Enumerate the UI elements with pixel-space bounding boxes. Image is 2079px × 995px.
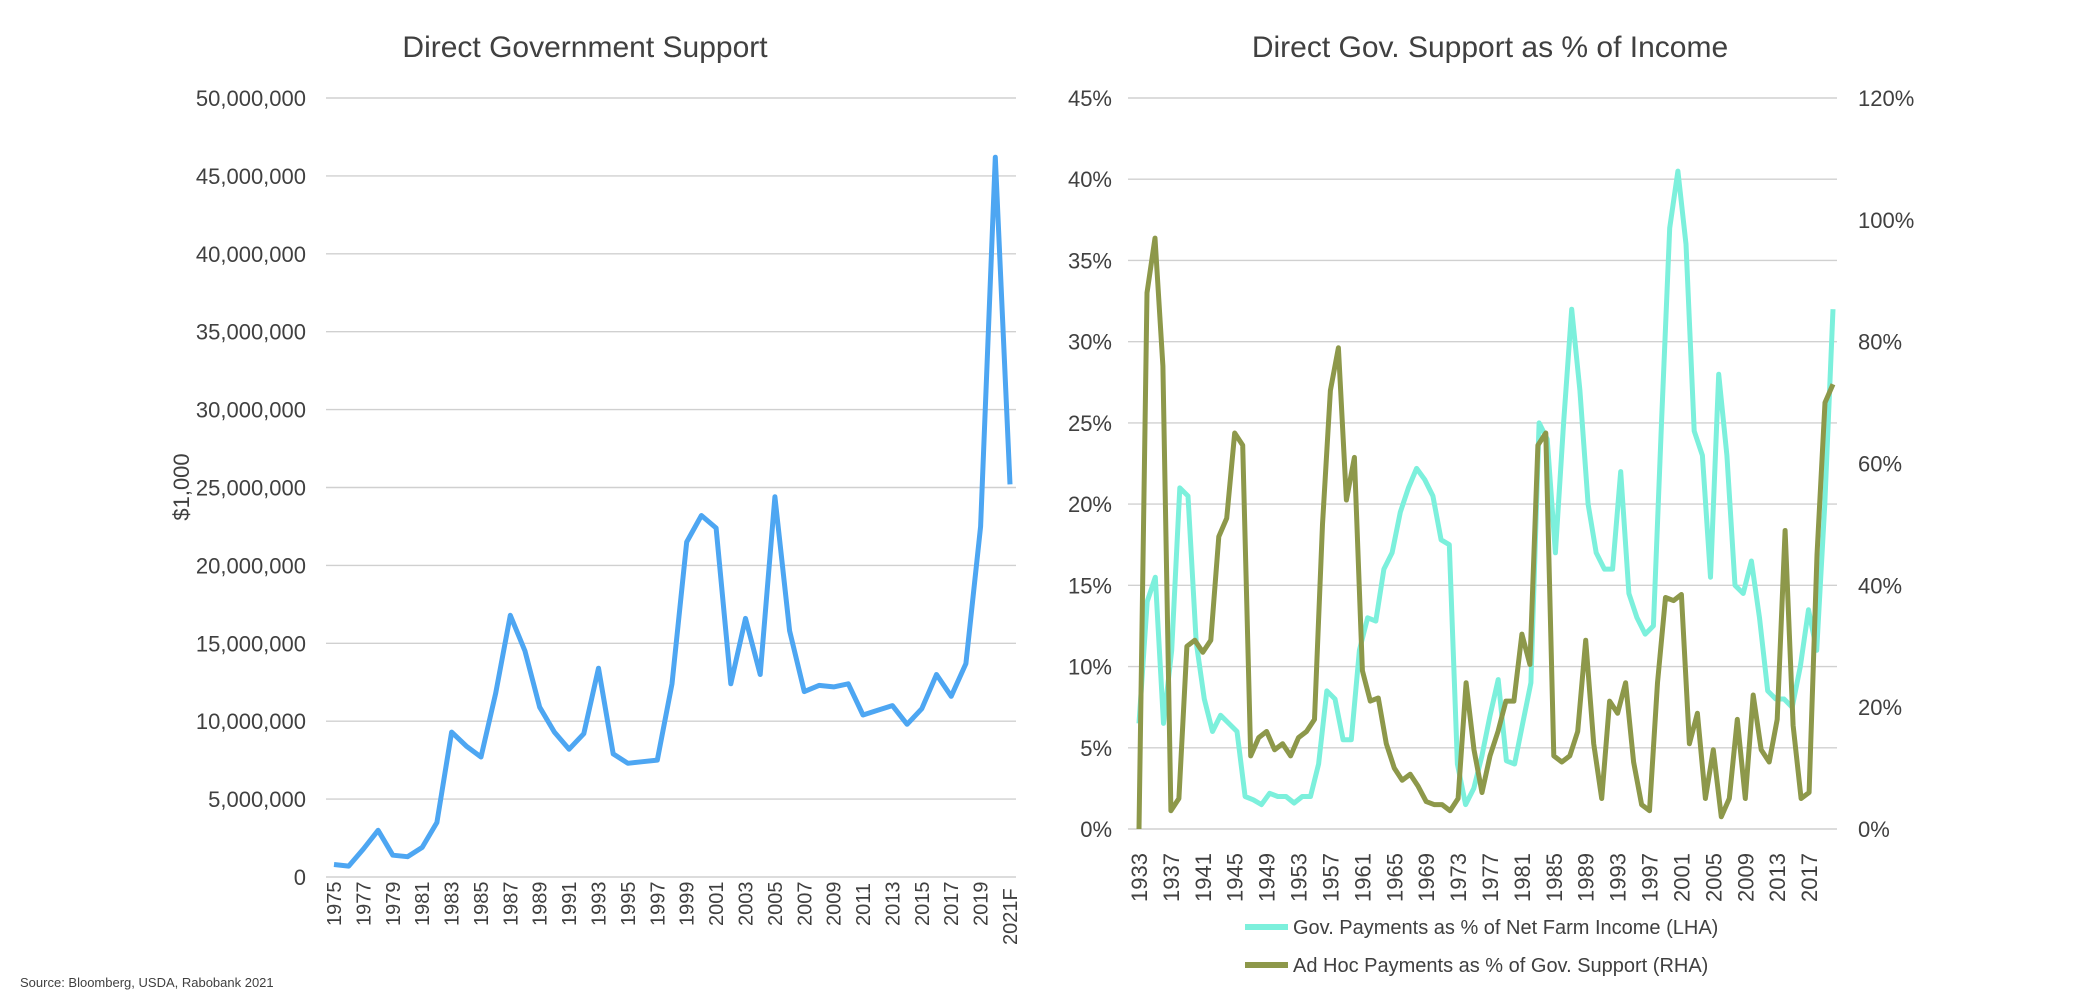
right-left-y-tick-label: 30% bbox=[1068, 330, 1112, 355]
right-x-tick-label: 1969 bbox=[1414, 853, 1439, 902]
right-left-y-tick-label: 20% bbox=[1068, 492, 1112, 517]
left-y-tick-labels: 0 5,000,000 10,000,000 15,000,000 20,000,000… bbox=[196, 86, 306, 890]
right-left-y-tick-label: 15% bbox=[1068, 573, 1112, 598]
left-x-tick-label: 2009 bbox=[824, 882, 846, 927]
right-x-tick-label: 1945 bbox=[1223, 853, 1248, 902]
left-y-tick-label: 20,000,000 bbox=[196, 553, 306, 578]
right-x-tick-label: 1961 bbox=[1350, 853, 1375, 902]
right-x-tick-label: 2013 bbox=[1765, 853, 1790, 902]
right-x-tick-label: 1993 bbox=[1606, 853, 1631, 902]
right-x-tick-label: 2009 bbox=[1733, 853, 1758, 902]
right-right-y-tick-label: 100% bbox=[1858, 208, 1914, 233]
left-x-tick-label: 2011 bbox=[853, 883, 875, 926]
left-x-tick-label: 1987 bbox=[500, 882, 522, 927]
right-left-y-tick-label: 0% bbox=[1080, 817, 1112, 842]
left-chart: Direct Government Support $1,000 0 5,000,… bbox=[169, 31, 1022, 945]
left-x-tick-labels: 1975 1977 1979 1981 1983 1985 1987 1989 1991 1993… bbox=[324, 882, 1022, 946]
left-series-group bbox=[333, 154, 1013, 869]
right-series-group bbox=[1136, 168, 1836, 830]
left-x-tick-label: 1977 bbox=[353, 882, 375, 927]
left-x-tick-label: 2019 bbox=[971, 882, 993, 927]
right-x-tick-label: 1997 bbox=[1638, 853, 1663, 902]
left-y-tick-label: 50,000,000 bbox=[196, 86, 306, 111]
left-x-tick-label: 1993 bbox=[589, 882, 611, 927]
legend: Gov. Payments as % of Net Farm Income (L… bbox=[1245, 917, 1718, 977]
left-x-tick-label: 1981 bbox=[412, 882, 434, 927]
right-x-tick-label: 1957 bbox=[1318, 853, 1343, 902]
left-x-tick-label: 2021F bbox=[1000, 888, 1022, 945]
right-x-tick-labels: 1933 1937 1941 1945 1949 1953 1957 1961 1965 1969… bbox=[1127, 853, 1822, 902]
left-series-line bbox=[333, 154, 1013, 869]
right-x-tick-label: 1977 bbox=[1478, 853, 1503, 902]
right-x-tick-label: 2017 bbox=[1797, 853, 1822, 902]
legend-label-lha: Gov. Payments as % of Net Farm Income (L… bbox=[1293, 917, 1718, 939]
right-right-y-tick-label: 80% bbox=[1858, 330, 1902, 355]
right-left-y-tick-label: 45% bbox=[1068, 86, 1112, 111]
left-gridlines bbox=[326, 97, 1016, 878]
left-y-tick-label: 45,000,000 bbox=[196, 164, 306, 189]
right-x-tick-label: 1941 bbox=[1191, 853, 1216, 902]
right-chart: Direct Gov. Support as % of Income 0% 5% 1… bbox=[1068, 31, 1914, 977]
left-y-tick-label: 40,000,000 bbox=[196, 242, 306, 267]
right-right-y-tick-label: 0% bbox=[1858, 817, 1890, 842]
right-x-tick-label: 2001 bbox=[1669, 853, 1694, 902]
right-right-y-tick-label: 60% bbox=[1858, 452, 1902, 477]
right-left-y-tick-labels: 0% 5% 10% 15% 20% 25% 30% 35% 40% 45% bbox=[1068, 86, 1112, 842]
left-x-tick-label: 2003 bbox=[735, 882, 757, 927]
right-x-tick-label: 1981 bbox=[1510, 853, 1535, 902]
right-right-y-tick-label: 40% bbox=[1858, 573, 1902, 598]
left-y-tick-label: 35,000,000 bbox=[196, 320, 306, 345]
left-y-tick-label: 10,000,000 bbox=[196, 709, 306, 734]
left-x-tick-label: 1999 bbox=[677, 882, 699, 927]
series-line-lha bbox=[1136, 168, 1836, 808]
right-x-tick-label: 1937 bbox=[1159, 853, 1184, 902]
left-x-tick-label: 1991 bbox=[559, 882, 581, 927]
right-x-tick-label: 1973 bbox=[1446, 853, 1471, 902]
right-left-y-tick-label: 5% bbox=[1080, 736, 1112, 761]
source-note: Source: Bloomberg, USDA, Rabobank 2021 bbox=[20, 975, 274, 990]
left-x-tick-label: 2007 bbox=[794, 882, 816, 927]
left-x-tick-label: 2005 bbox=[765, 882, 787, 927]
right-left-y-tick-label: 25% bbox=[1068, 411, 1112, 436]
left-x-tick-label: 2001 bbox=[706, 882, 728, 927]
right-x-tick-label: 1949 bbox=[1255, 853, 1280, 902]
left-y-axis-label: $1,000 bbox=[169, 453, 194, 520]
right-x-tick-label: 1989 bbox=[1574, 853, 1599, 902]
left-chart-title: Direct Government Support bbox=[402, 31, 768, 64]
left-x-tick-label: 1985 bbox=[471, 882, 493, 927]
right-left-y-tick-label: 40% bbox=[1068, 167, 1112, 192]
left-y-tick-label: 0 bbox=[294, 865, 306, 890]
left-x-tick-label: 1989 bbox=[530, 882, 552, 927]
right-x-tick-label: 1985 bbox=[1542, 853, 1567, 902]
right-x-tick-label: 1933 bbox=[1127, 853, 1152, 902]
right-left-y-tick-label: 10% bbox=[1068, 655, 1112, 680]
left-y-tick-label: 25,000,000 bbox=[196, 476, 306, 501]
left-x-tick-label: 1983 bbox=[442, 882, 464, 927]
left-x-tick-label: 2015 bbox=[912, 882, 934, 927]
left-x-tick-label: 1995 bbox=[618, 882, 640, 927]
left-x-tick-label: 1979 bbox=[383, 882, 405, 927]
right-right-y-tick-label: 120% bbox=[1858, 86, 1914, 111]
left-y-tick-label: 15,000,000 bbox=[196, 631, 306, 656]
left-y-tick-label: 5,000,000 bbox=[208, 787, 306, 812]
right-x-tick-label: 1953 bbox=[1287, 853, 1312, 902]
right-x-tick-label: 1965 bbox=[1382, 853, 1407, 902]
series-line-rha bbox=[1136, 235, 1836, 830]
left-x-tick-label: 2013 bbox=[882, 882, 904, 927]
left-x-tick-label: 1975 bbox=[324, 882, 346, 927]
right-chart-title: Direct Gov. Support as % of Income bbox=[1252, 31, 1728, 64]
right-left-y-tick-label: 35% bbox=[1068, 248, 1112, 273]
left-y-tick-label: 30,000,000 bbox=[196, 398, 306, 423]
right-right-y-tick-labels: 0% 20% 40% 60% 80% 100% 120% bbox=[1858, 86, 1914, 842]
right-right-y-tick-label: 20% bbox=[1858, 695, 1902, 720]
legend-label-rha: Ad Hoc Payments as % of Gov. Support (RH… bbox=[1293, 955, 1708, 977]
left-x-tick-label: 1997 bbox=[647, 882, 669, 927]
left-x-tick-label: 2017 bbox=[941, 882, 963, 927]
right-x-tick-label: 2005 bbox=[1701, 853, 1726, 902]
